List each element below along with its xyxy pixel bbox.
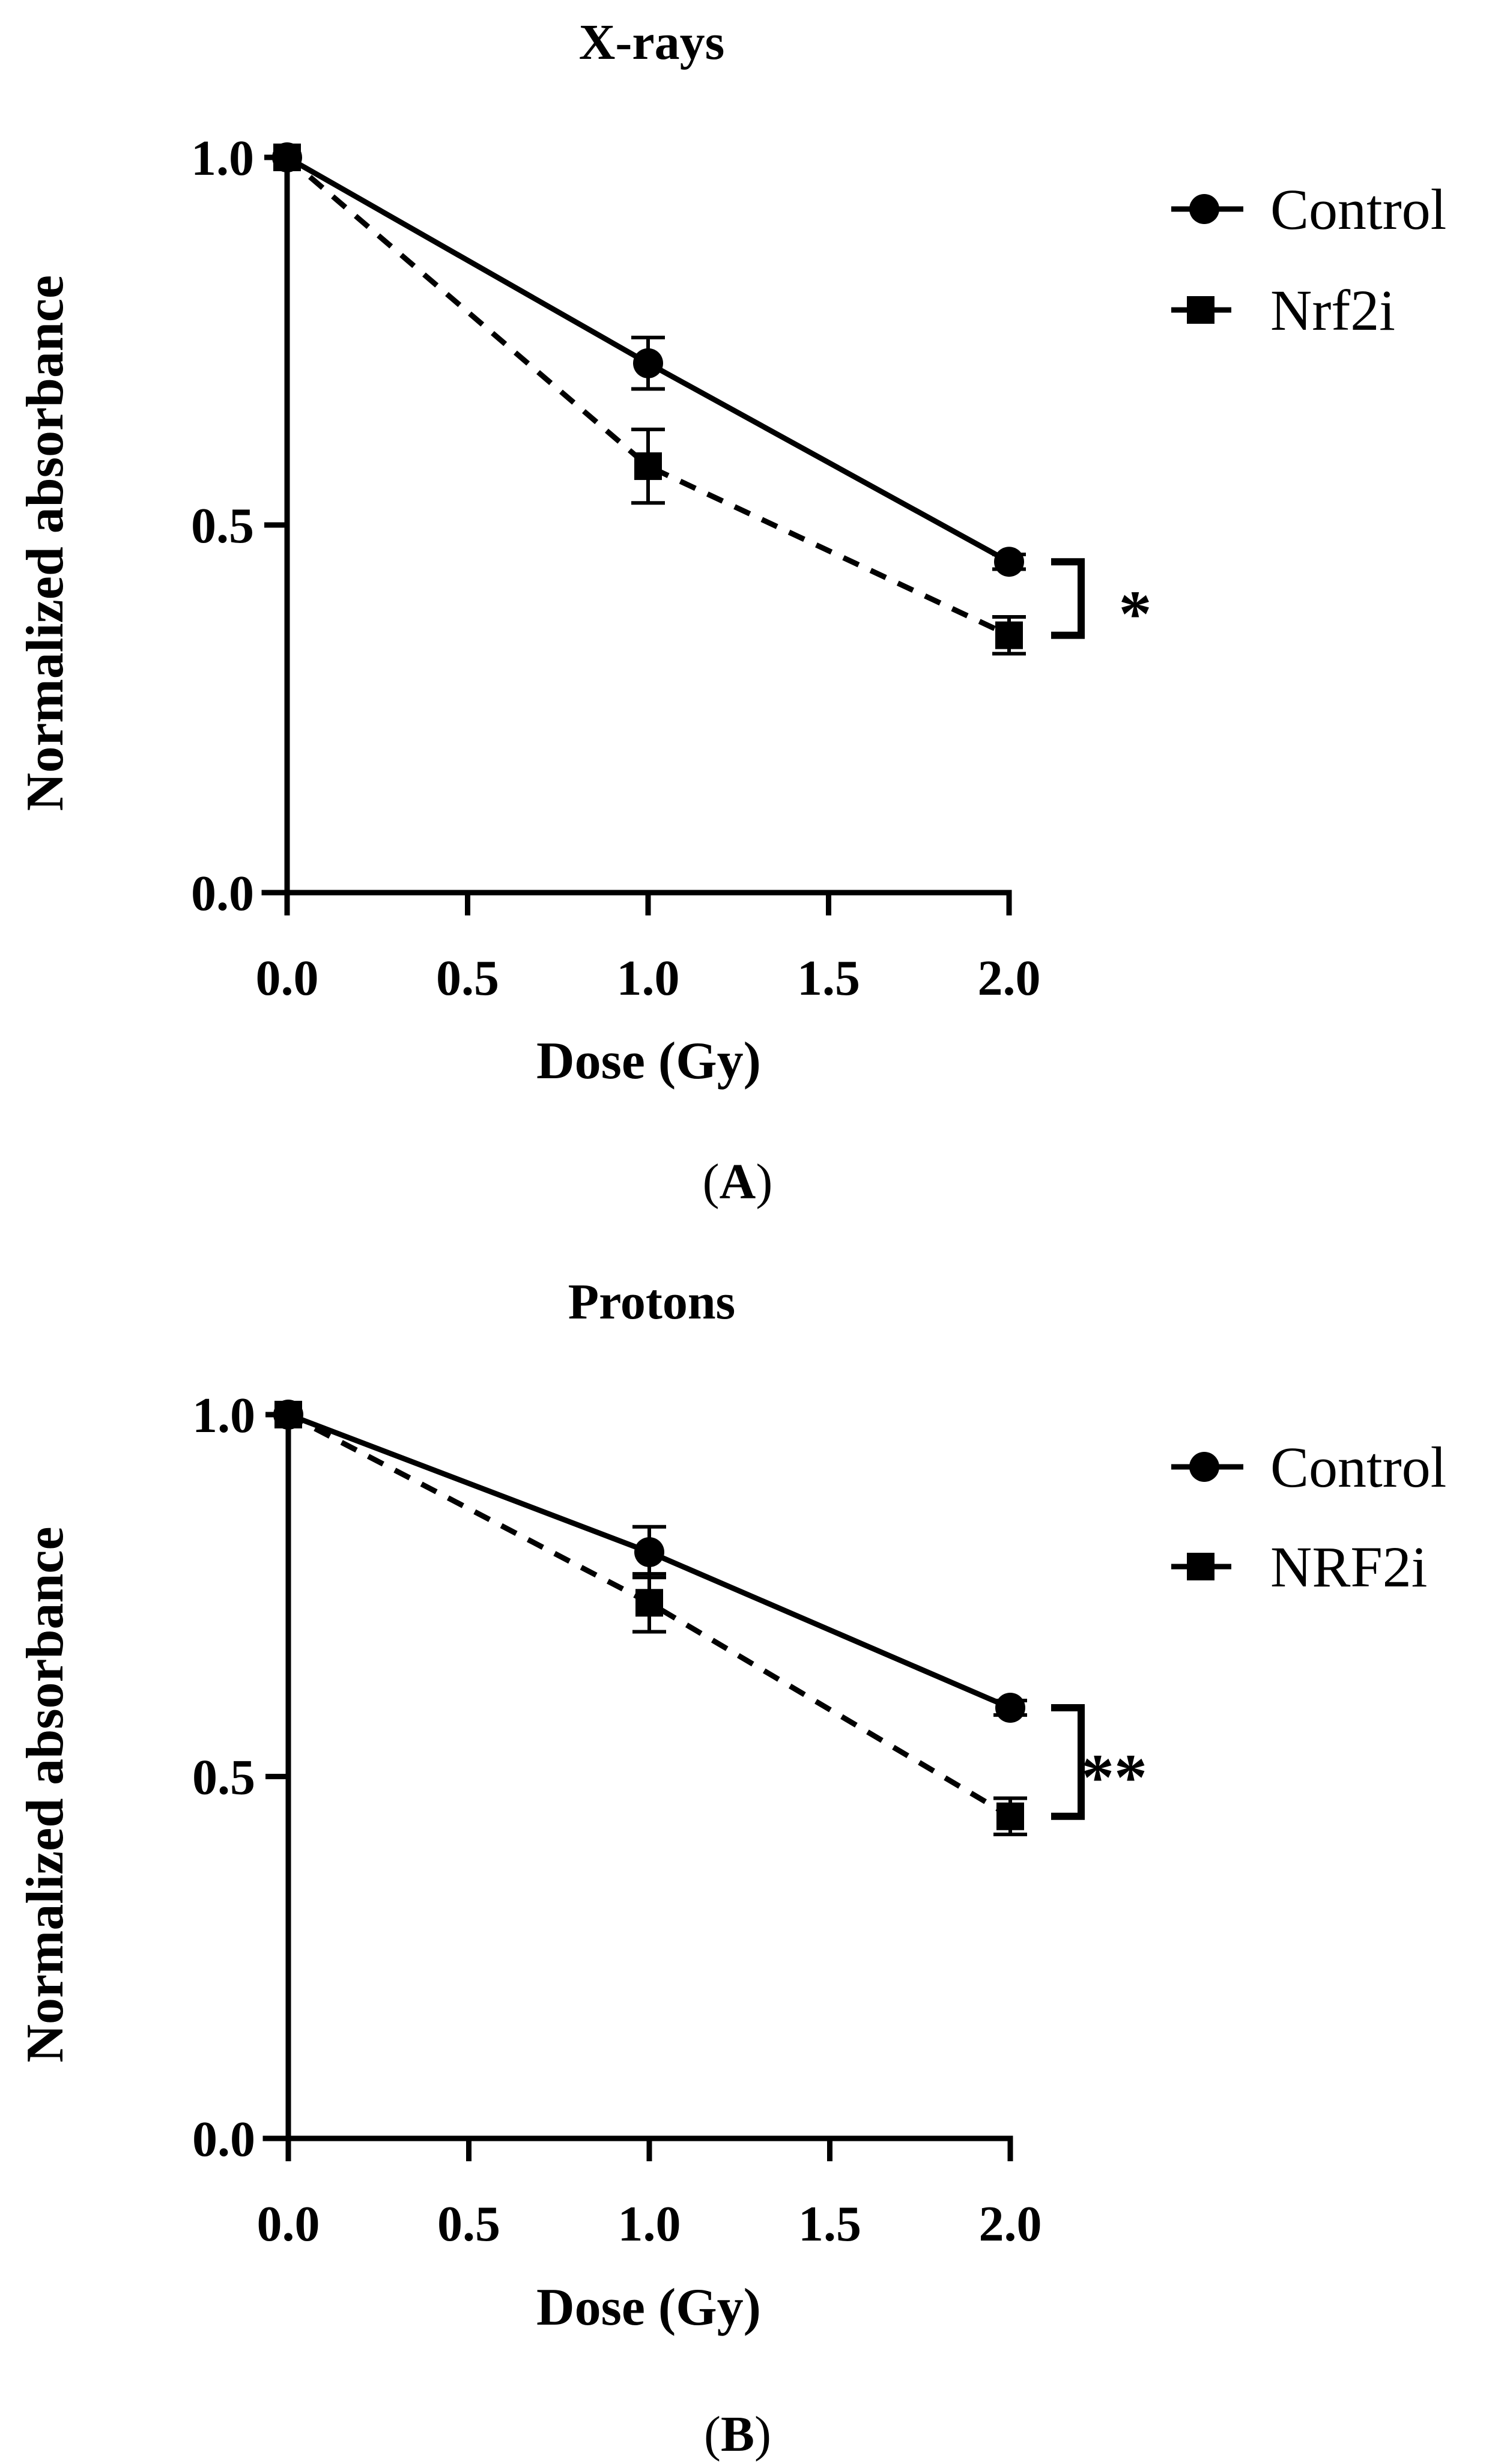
legend-marker-circle: [1189, 1452, 1219, 1482]
significance-marker: *: [1119, 577, 1152, 650]
x-tick-label: 1.0: [618, 2196, 681, 2252]
significance-bracket: [1051, 1704, 1085, 1820]
x-tick-label: 1.5: [797, 950, 860, 1006]
y-tick-label: 0.5: [192, 1750, 255, 1806]
legend-label: Nrf2i: [1270, 278, 1395, 342]
data-point-nrf2i: [273, 144, 301, 171]
data-point-nrf2i: [634, 452, 662, 481]
panel-label-letter: A: [720, 1154, 756, 1210]
x-axis-label: Dose (Gy): [536, 2278, 761, 2337]
legend-entry-nrf2i: Nrf2i: [1171, 278, 1395, 342]
legend-label: Control: [1270, 1435, 1446, 1499]
data-point-nrf2i: [996, 1802, 1024, 1830]
legend-label: NRF2i: [1270, 1535, 1427, 1599]
data-point-control: [994, 547, 1024, 577]
x-tick-label: 0.5: [437, 2196, 500, 2252]
legend-entry-control: Control: [1171, 177, 1446, 241]
y-tick-label: 1.0: [192, 1388, 255, 1443]
significance-marker: **: [1081, 1740, 1147, 1813]
panel-label-open: (: [703, 1154, 720, 1210]
y-tick-label: 0.5: [191, 498, 254, 554]
series-line-nrf2i: [285, 155, 1010, 638]
legend-entry-nrf2i: NRF2i: [1171, 1535, 1427, 1599]
legend-marker-square: [1187, 296, 1214, 324]
x-tick-label: 1.0: [617, 950, 680, 1006]
x-tick-label: 0.5: [436, 950, 499, 1006]
y-axis-label: Normalized absorbance: [16, 1526, 74, 2062]
x-tick-label: 2.0: [979, 2196, 1042, 2252]
x-tick-label: 0.0: [256, 950, 319, 1006]
significance-bracket: [1051, 558, 1085, 639]
data-point-nrf2i: [274, 1401, 302, 1428]
y-tick-label: 1.0: [191, 130, 254, 186]
data-point-nrf2i: [995, 621, 1023, 649]
panel-label-close: ): [756, 1154, 772, 1210]
chart-title: X-rays: [579, 14, 725, 70]
legend-label: Control: [1270, 177, 1446, 241]
panel-label-letter: B: [721, 2406, 754, 2462]
y-tick-label: 0.0: [191, 866, 254, 921]
legend-marker-circle: [1189, 194, 1219, 224]
x-tick-label: 0.0: [257, 2196, 320, 2252]
y-tick-label: 0.0: [192, 2111, 255, 2167]
data-point-nrf2i: [635, 1589, 663, 1617]
chart-title: Protons: [568, 1274, 735, 1330]
x-tick-label: 2.0: [978, 950, 1041, 1006]
chart-panel-2: Protons 0.0 0.5 1.0 0.0 0.5 1.0 1.5 2.0 Dose (Gy)…: [16, 1274, 1446, 2462]
x-tick-label: 1.5: [798, 2196, 861, 2252]
panel-label-close: ): [754, 2406, 771, 2462]
panel-label: (A): [703, 1154, 773, 1210]
x-axis-label: Dose (Gy): [536, 1032, 761, 1090]
legend-entry-control: Control: [1171, 1435, 1446, 1499]
y-axis-label: Normalized absorbance: [16, 275, 74, 811]
data-point-control: [995, 1693, 1025, 1723]
panel-label: (B): [704, 2406, 771, 2462]
panel-label-open: (: [704, 2406, 721, 2462]
data-point-control: [633, 348, 663, 378]
chart-panel-1: X-rays 0.0 0.5 1.0 0.0 0.5 1.0 1.5 2.0 Dose (Gy) N…: [16, 14, 1446, 1210]
legend-marker-square: [1187, 1553, 1214, 1580]
data-point-control: [634, 1537, 664, 1567]
